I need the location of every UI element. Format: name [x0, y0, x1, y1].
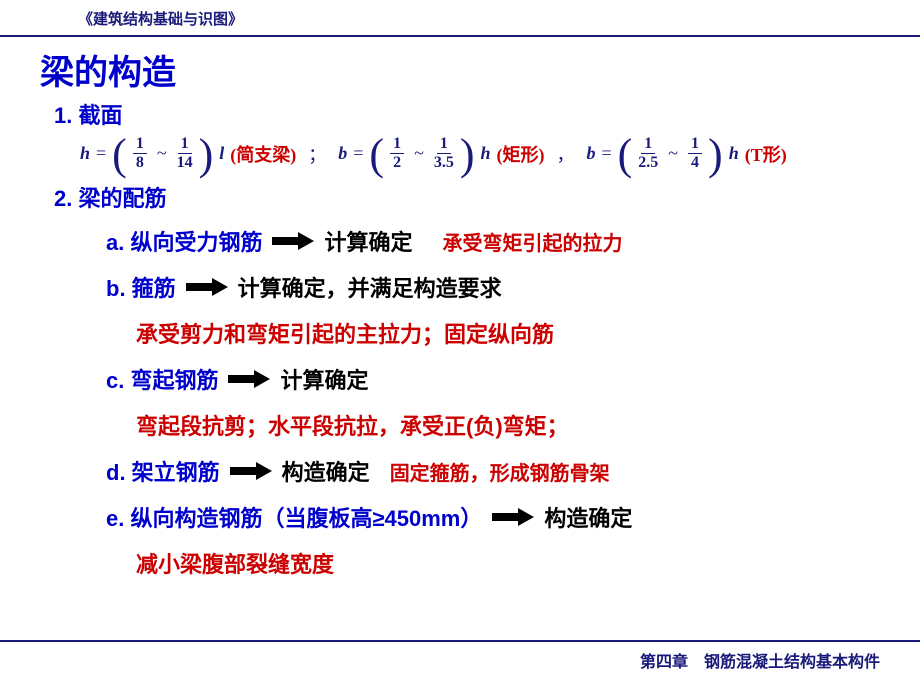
slide-title: 梁的构造	[40, 45, 880, 94]
var-h3: h	[729, 143, 739, 164]
note-simply-supported: (简支梁)	[230, 141, 296, 167]
arrow-icon	[492, 510, 534, 524]
sec1-label: 截面	[78, 103, 122, 128]
item-c-action: 计算确定	[280, 363, 368, 395]
item-c-desc: 弯起段抗剪；水平段抗拉，承受正(负)弯矩；	[136, 409, 880, 441]
frac-1-2: 12	[390, 136, 404, 171]
item-e: e. 纵向构造钢筋（当腹板高≥450mm） 构造确定	[106, 501, 880, 533]
eq: =	[96, 143, 106, 164]
chapter-footer: 第四章 钢筋混凝土结构基本构件	[640, 648, 880, 672]
formula-row: h = ( 18 ~ 114 ) l (简支梁) ； b = ( 12 ~ 13…	[80, 136, 880, 171]
var-b2: b	[586, 143, 595, 164]
frac-1-14: 114	[177, 136, 193, 171]
frac-1-25: 12.5	[638, 136, 658, 171]
tilde: ~	[153, 143, 171, 164]
frac-1-4: 14	[688, 136, 702, 171]
item-d-note: 固定箍筋，形成钢筋骨架	[390, 457, 610, 486]
item-a: a. 纵向受力钢筋 计算确定 承受弯矩引起的拉力	[106, 225, 880, 257]
note-t: (T形)	[745, 141, 787, 167]
book-title: 《建筑结构基础与识图》	[0, 0, 920, 37]
eq3: =	[601, 143, 611, 164]
paren-r2: )	[460, 142, 475, 168]
sec2-label: 梁的配筋	[78, 186, 166, 211]
frac-1-8: 18	[133, 136, 147, 171]
paren-r3: )	[708, 142, 723, 168]
item-a-label: a. 纵向受力钢筋	[106, 225, 262, 257]
tilde2: ~	[410, 143, 428, 164]
arrow-icon	[230, 464, 272, 478]
paren-l3: (	[618, 142, 633, 168]
sep: ；	[302, 141, 332, 167]
item-e-desc: 减小梁腹部裂缝宽度	[136, 547, 880, 579]
var-h2: h	[480, 143, 490, 164]
item-c: c. 弯起钢筋 计算确定	[106, 363, 880, 395]
item-a-action: 计算确定	[324, 225, 412, 257]
tilde3: ~	[664, 143, 682, 164]
arrow-icon	[228, 372, 270, 386]
item-b-action: 计算确定，并满足构造要求	[238, 271, 502, 303]
item-b: b. 箍筋 计算确定，并满足构造要求	[106, 271, 880, 303]
arrow-icon	[272, 234, 314, 248]
section-2: 2. 梁的配筋	[54, 181, 880, 213]
item-d-action: 构造确定	[282, 455, 370, 487]
item-c-label: c. 弯起钢筋	[106, 363, 218, 395]
slide-content: 梁的构造 1. 截面 h = ( 18 ~ 114 ) l (简支梁) ； b …	[0, 37, 920, 579]
paren-l: (	[112, 142, 127, 168]
item-e-label: e. 纵向构造钢筋（当腹板高≥450mm）	[106, 501, 482, 533]
paren-r: )	[199, 142, 214, 168]
var-h: h	[80, 143, 90, 164]
var-b1: b	[338, 143, 347, 164]
section-1: 1. 截面	[54, 98, 880, 130]
footer-rule	[0, 640, 920, 642]
item-b-label: b. 箍筋	[106, 271, 176, 303]
sep2: ，	[550, 141, 580, 167]
note-rect: (矩形)	[496, 141, 544, 167]
sec2-num: 2.	[54, 186, 72, 211]
paren-l2: (	[369, 142, 384, 168]
item-b-desc: 承受剪力和弯矩引起的主拉力；固定纵向筋	[136, 317, 880, 349]
eq2: =	[353, 143, 363, 164]
sec1-num: 1.	[54, 103, 72, 128]
item-d-label: d. 架立钢筋	[106, 455, 220, 487]
arrow-icon	[186, 280, 228, 294]
item-e-action: 构造确定	[544, 501, 632, 533]
item-a-note: 承受弯矩引起的拉力	[442, 227, 622, 256]
item-d: d. 架立钢筋 构造确定 固定箍筋，形成钢筋骨架	[106, 455, 880, 487]
frac-1-35: 13.5	[434, 136, 454, 171]
var-l: l	[219, 143, 224, 164]
